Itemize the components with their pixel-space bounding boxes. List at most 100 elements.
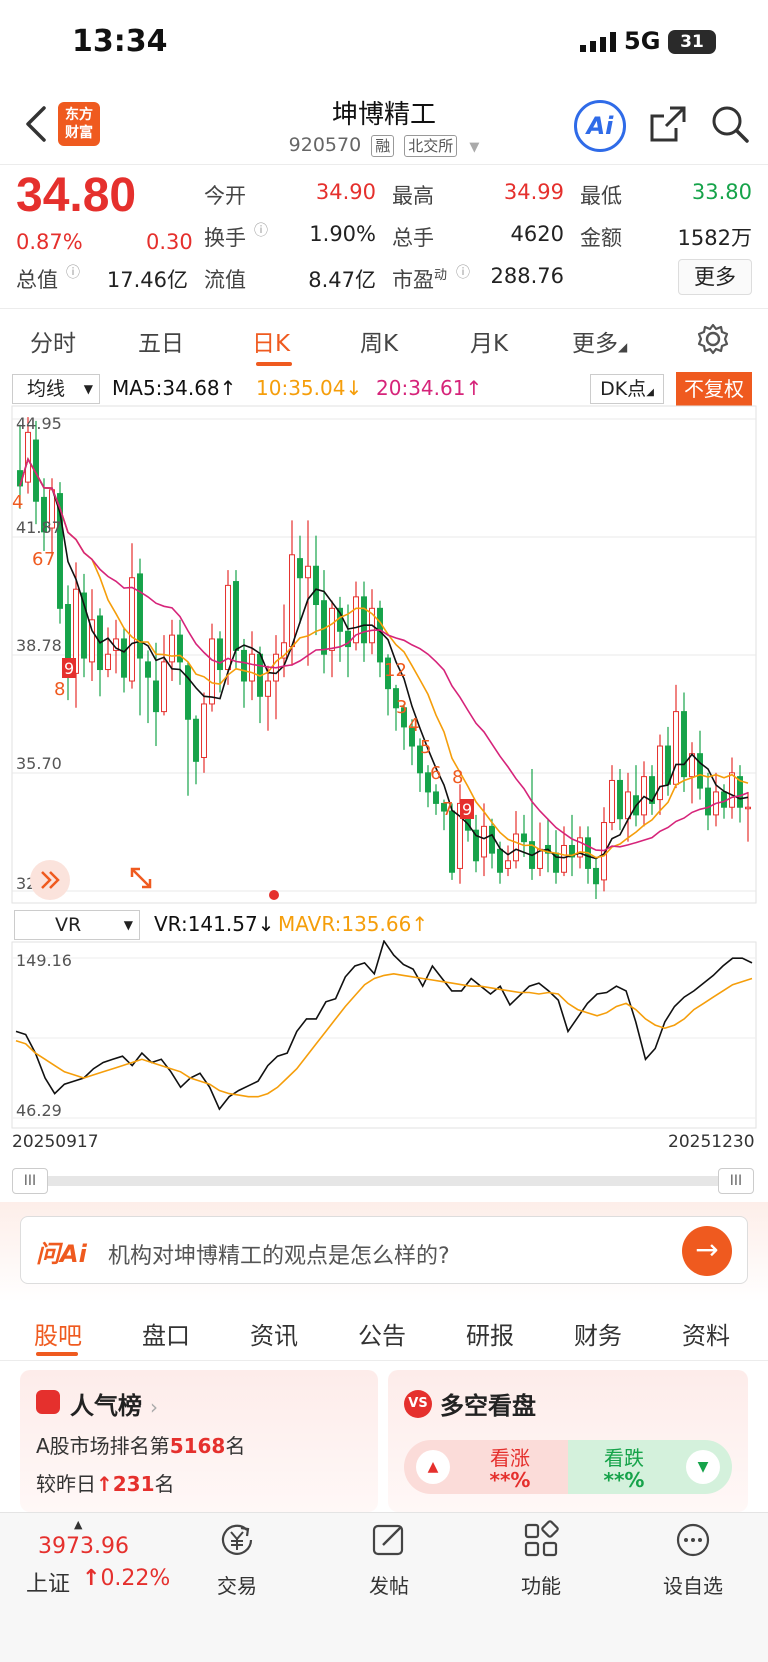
y-tick-label: 149.16 [16, 951, 72, 970]
candle-down [33, 439, 39, 502]
candle-up [329, 607, 335, 651]
nav-functions-label: 功能 [521, 1574, 561, 1598]
arrow-right-icon[interactable]: → [682, 1226, 732, 1276]
info-icon[interactable]: ⓘ [66, 265, 80, 281]
range-scrollbar[interactable] [16, 1176, 752, 1186]
ma20-line [19, 457, 749, 852]
tab-research[interactable]: 研报 [466, 1322, 514, 1350]
tab-financials[interactable]: 财务 [574, 1322, 622, 1350]
settings-gear-icon[interactable] [696, 322, 730, 356]
candle-up [161, 661, 167, 713]
candle-down [57, 493, 63, 609]
signal-number: 7 [44, 549, 55, 570]
candle-down [489, 825, 495, 854]
nav-post[interactable]: 发帖 [334, 1520, 444, 1599]
adjust-price-button[interactable]: 不复权 [676, 372, 752, 406]
range-handle-left[interactable]: III [12, 1168, 48, 1194]
dropdown-caret-icon: ▼ [469, 140, 480, 155]
index-name: 上证 [26, 1572, 71, 1597]
ai-assistant-icon[interactable]: Ai [574, 100, 626, 152]
candle-up [89, 619, 95, 663]
stock-code: 920570 [288, 134, 362, 156]
arrow-up-icon: ↑ [96, 1472, 113, 1496]
popularity-card[interactable] [20, 1370, 378, 1512]
turnover-label: 换手 [204, 226, 246, 250]
nav-trade[interactable]: 交易 [182, 1520, 292, 1599]
signal-number: 12 [384, 660, 407, 681]
fullscreen-icon[interactable] [130, 867, 152, 889]
candle-down [681, 711, 687, 778]
candle-down [377, 607, 383, 663]
index-value[interactable]: 3973.96 [38, 1534, 129, 1559]
chevron-right-icon: › [150, 1395, 158, 1419]
signal-number: 7 [442, 799, 453, 820]
tab-weekly-k[interactable]: 周K [360, 331, 399, 357]
ma10-readout: 10:35.04↓ [256, 376, 363, 400]
rank-value: 5168 [169, 1434, 226, 1458]
candle-down [81, 592, 87, 659]
signal-number: 9 [462, 800, 472, 819]
vr-indicator-select[interactable]: VR ▼ [14, 910, 140, 940]
y-tick-label: 46.29 [16, 1101, 62, 1120]
logo-line2: 财富 [65, 125, 93, 141]
ranking-icon [36, 1390, 60, 1414]
y-tick-label: 44.95 [16, 414, 62, 433]
ai-question-box[interactable] [20, 1216, 748, 1284]
more-quote-button[interactable]: 更多 [678, 259, 752, 295]
tab-guba[interactable]: 股吧 [34, 1322, 82, 1350]
turnover-value: 1.90% [309, 222, 376, 246]
tab-profile[interactable]: 资料 [682, 1322, 730, 1350]
tab-news[interactable]: 资讯 [250, 1322, 298, 1350]
info-icon[interactable]: ⓘ [254, 223, 268, 239]
ma-indicator-select[interactable]: 均线 ▼ [12, 374, 100, 404]
vr-chart[interactable]: 149.16 46.29 [0, 940, 768, 1130]
candle-down [385, 657, 391, 690]
volume-label: 总手 [392, 226, 434, 250]
candle-down [569, 844, 575, 858]
signal-number: 8 [452, 767, 463, 788]
tab-intraday[interactable]: 分时 [30, 331, 76, 357]
candle-down [497, 848, 503, 873]
tab-pankou[interactable]: 盘口 [142, 1322, 190, 1350]
expand-left-icon[interactable] [30, 860, 70, 900]
back-icon[interactable] [22, 104, 52, 144]
ai-question-text[interactable]: 机构对坤博精工的观点是怎么样的? [108, 1244, 450, 1269]
nav-functions[interactable]: 功能 [486, 1520, 596, 1599]
current-day-marker [269, 890, 279, 900]
mavr-line [15, 972, 753, 1098]
candle-down [705, 787, 711, 816]
triangle-down-icon[interactable]: ▼ [686, 1450, 720, 1484]
stock-code-row[interactable]: 920570 融 北交所 ▼ [0, 134, 768, 157]
market-rank: A股市场排名第5168名 [36, 1430, 245, 1459]
tab-monthly-k[interactable]: 月K [470, 331, 509, 357]
tab-more-label: 更多 [572, 331, 618, 357]
triangle-up-icon[interactable]: ▲ [416, 1450, 450, 1484]
search-icon[interactable] [710, 104, 750, 144]
tab-five-day[interactable]: 五日 [138, 331, 184, 357]
info-icon[interactable]: ⓘ [456, 265, 470, 281]
tab-more[interactable]: 更多◢ [572, 324, 627, 358]
ma-select-label: 均线 [27, 378, 66, 400]
share-icon[interactable] [648, 104, 688, 144]
tab-daily-k[interactable]: 日K [252, 331, 291, 357]
dk-point-button[interactable]: DK点◢ [590, 374, 664, 404]
bullish-label: 看涨 [490, 1446, 530, 1470]
nav-add-watchlist[interactable]: 设自选 [638, 1520, 748, 1599]
mktcap-value: 17.46亿 [106, 268, 188, 292]
range-handle-right[interactable]: III [718, 1168, 754, 1194]
bearish-label: 看跌 [604, 1446, 644, 1470]
signal-box [62, 658, 76, 678]
change-suffix: 名 [154, 1472, 175, 1496]
expand-up-icon[interactable]: ▲ [74, 1518, 83, 1531]
candle-up [505, 860, 511, 869]
candle-down [593, 867, 599, 885]
current-price: 34.80 [16, 169, 137, 222]
candle-down [521, 833, 527, 843]
candle-down [121, 638, 127, 678]
candle-down [137, 573, 143, 659]
tab-announcements[interactable]: 公告 [358, 1322, 406, 1350]
change-value: 0.30 [146, 230, 193, 254]
candle-up [209, 638, 215, 705]
candle-up [201, 703, 207, 759]
